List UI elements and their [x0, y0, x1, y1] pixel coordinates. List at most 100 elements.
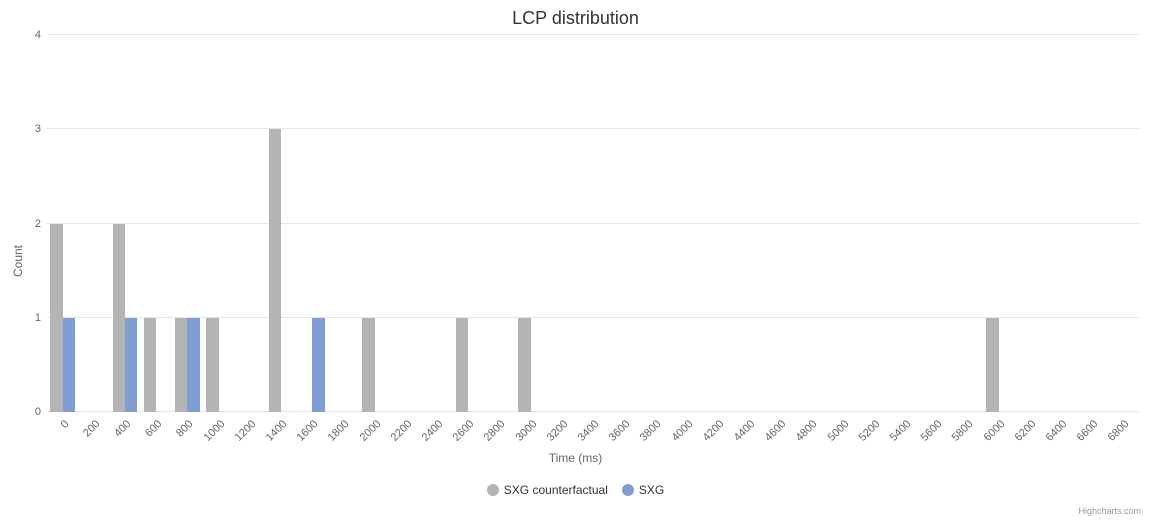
x-tick-label: 4200: [700, 418, 726, 444]
bar-group: [484, 35, 515, 412]
bar-counterfactual[interactable]: [456, 318, 468, 412]
bar-group: [390, 35, 421, 412]
x-tick-label: 5800: [950, 418, 976, 444]
x-tick-label: 3200: [544, 418, 570, 444]
bar-group: [234, 35, 265, 412]
bar-group: [1108, 35, 1139, 412]
x-tick-label: 1800: [326, 418, 352, 444]
bar-group: [546, 35, 577, 412]
x-tick-label: 600: [143, 418, 164, 439]
x-tick-label: 1200: [232, 418, 258, 444]
bar-group: [297, 35, 328, 412]
bar-group: [702, 35, 733, 412]
bar-counterfactual[interactable]: [50, 224, 62, 413]
x-tick-label: 4400: [732, 418, 758, 444]
x-tick-label: 6800: [1106, 418, 1132, 444]
bar-counterfactual[interactable]: [206, 318, 218, 412]
x-tick-label: 2800: [482, 418, 508, 444]
bar-group: [889, 35, 920, 412]
y-tick-label: 3: [35, 123, 41, 135]
x-tick-label: 2200: [388, 418, 414, 444]
bar-group: [858, 35, 889, 412]
x-tick-label: 0: [58, 418, 71, 431]
x-tick-label: 6000: [981, 418, 1007, 444]
bar-group: [983, 35, 1014, 412]
lcp-distribution-chart: LCP distribution Count 01234020040060080…: [0, 0, 1151, 522]
bar-counterfactual[interactable]: [175, 318, 187, 412]
legend-item[interactable]: SXG counterfactual: [487, 483, 608, 497]
bar-sxg[interactable]: [187, 318, 199, 412]
x-tick-label: 5000: [825, 418, 851, 444]
bar-group: [577, 35, 608, 412]
x-tick-label: 2600: [451, 418, 477, 444]
bar-group: [265, 35, 296, 412]
x-tick-label: 5200: [856, 418, 882, 444]
credits-link[interactable]: Highcharts.com: [1078, 506, 1141, 516]
bar-group: [1014, 35, 1045, 412]
x-tick-label: 800: [174, 418, 195, 439]
x-tick-label: 1400: [264, 418, 290, 444]
bar-group: [765, 35, 796, 412]
x-tick-label: 1600: [295, 418, 321, 444]
bar-sxg[interactable]: [125, 318, 137, 412]
bar-group: [359, 35, 390, 412]
bar-counterfactual[interactable]: [113, 224, 125, 413]
legend-swatch: [622, 484, 634, 496]
bar-group: [109, 35, 140, 412]
bar-counterfactual[interactable]: [986, 318, 998, 412]
bar-counterfactual[interactable]: [518, 318, 530, 412]
bar-group: [921, 35, 952, 412]
x-tick-label: 6600: [1075, 418, 1101, 444]
y-tick-label: 2: [35, 218, 41, 230]
x-tick-label: 400: [112, 418, 133, 439]
bar-group: [172, 35, 203, 412]
bar-group: [609, 35, 640, 412]
legend-label: SXG: [639, 483, 664, 497]
legend-item[interactable]: SXG: [622, 483, 664, 497]
bar-group: [733, 35, 764, 412]
y-tick-label: 0: [35, 406, 41, 418]
bar-group: [141, 35, 172, 412]
bar-group: [952, 35, 983, 412]
bar-group: [640, 35, 671, 412]
x-tick-label: 2400: [420, 418, 446, 444]
bar-group: [78, 35, 109, 412]
legend-swatch: [487, 484, 499, 496]
legend: SXG counterfactual SXG: [0, 483, 1151, 497]
x-tick-label: 4000: [669, 418, 695, 444]
bar-group: [1077, 35, 1108, 412]
x-tick-label: 4800: [794, 418, 820, 444]
x-tick-label: 3800: [638, 418, 664, 444]
x-tick-label: 1000: [201, 418, 227, 444]
bar-group: [796, 35, 827, 412]
legend-label: SXG counterfactual: [504, 483, 608, 497]
chart-title: LCP distribution: [0, 8, 1151, 29]
bar-group: [827, 35, 858, 412]
x-tick-label: 5400: [888, 418, 914, 444]
x-axis-title: Time (ms): [0, 451, 1151, 465]
bar-sxg[interactable]: [312, 318, 324, 412]
bar-group: [1045, 35, 1076, 412]
bar-group: [328, 35, 359, 412]
bar-counterfactual[interactable]: [144, 318, 156, 412]
x-tick-label: 3400: [576, 418, 602, 444]
bar-group: [453, 35, 484, 412]
y-axis-title: Count: [11, 245, 25, 277]
bar-group: [671, 35, 702, 412]
y-tick-label: 4: [35, 29, 41, 41]
x-tick-label: 4600: [763, 418, 789, 444]
bar-counterfactual[interactable]: [269, 129, 281, 412]
bar-group: [421, 35, 452, 412]
bar-group: [47, 35, 78, 412]
x-tick-label: 3000: [513, 418, 539, 444]
x-tick-label: 6200: [1012, 418, 1038, 444]
bar-group: [515, 35, 546, 412]
bar-counterfactual[interactable]: [362, 318, 374, 412]
x-tick-label: 200: [81, 418, 102, 439]
x-tick-label: 6400: [1044, 418, 1070, 444]
plot-area: 0123402004006008001000120014001600180020…: [47, 35, 1139, 412]
bar-sxg[interactable]: [63, 318, 75, 412]
bar-group: [203, 35, 234, 412]
y-tick-label: 1: [35, 312, 41, 324]
x-tick-label: 5600: [919, 418, 945, 444]
